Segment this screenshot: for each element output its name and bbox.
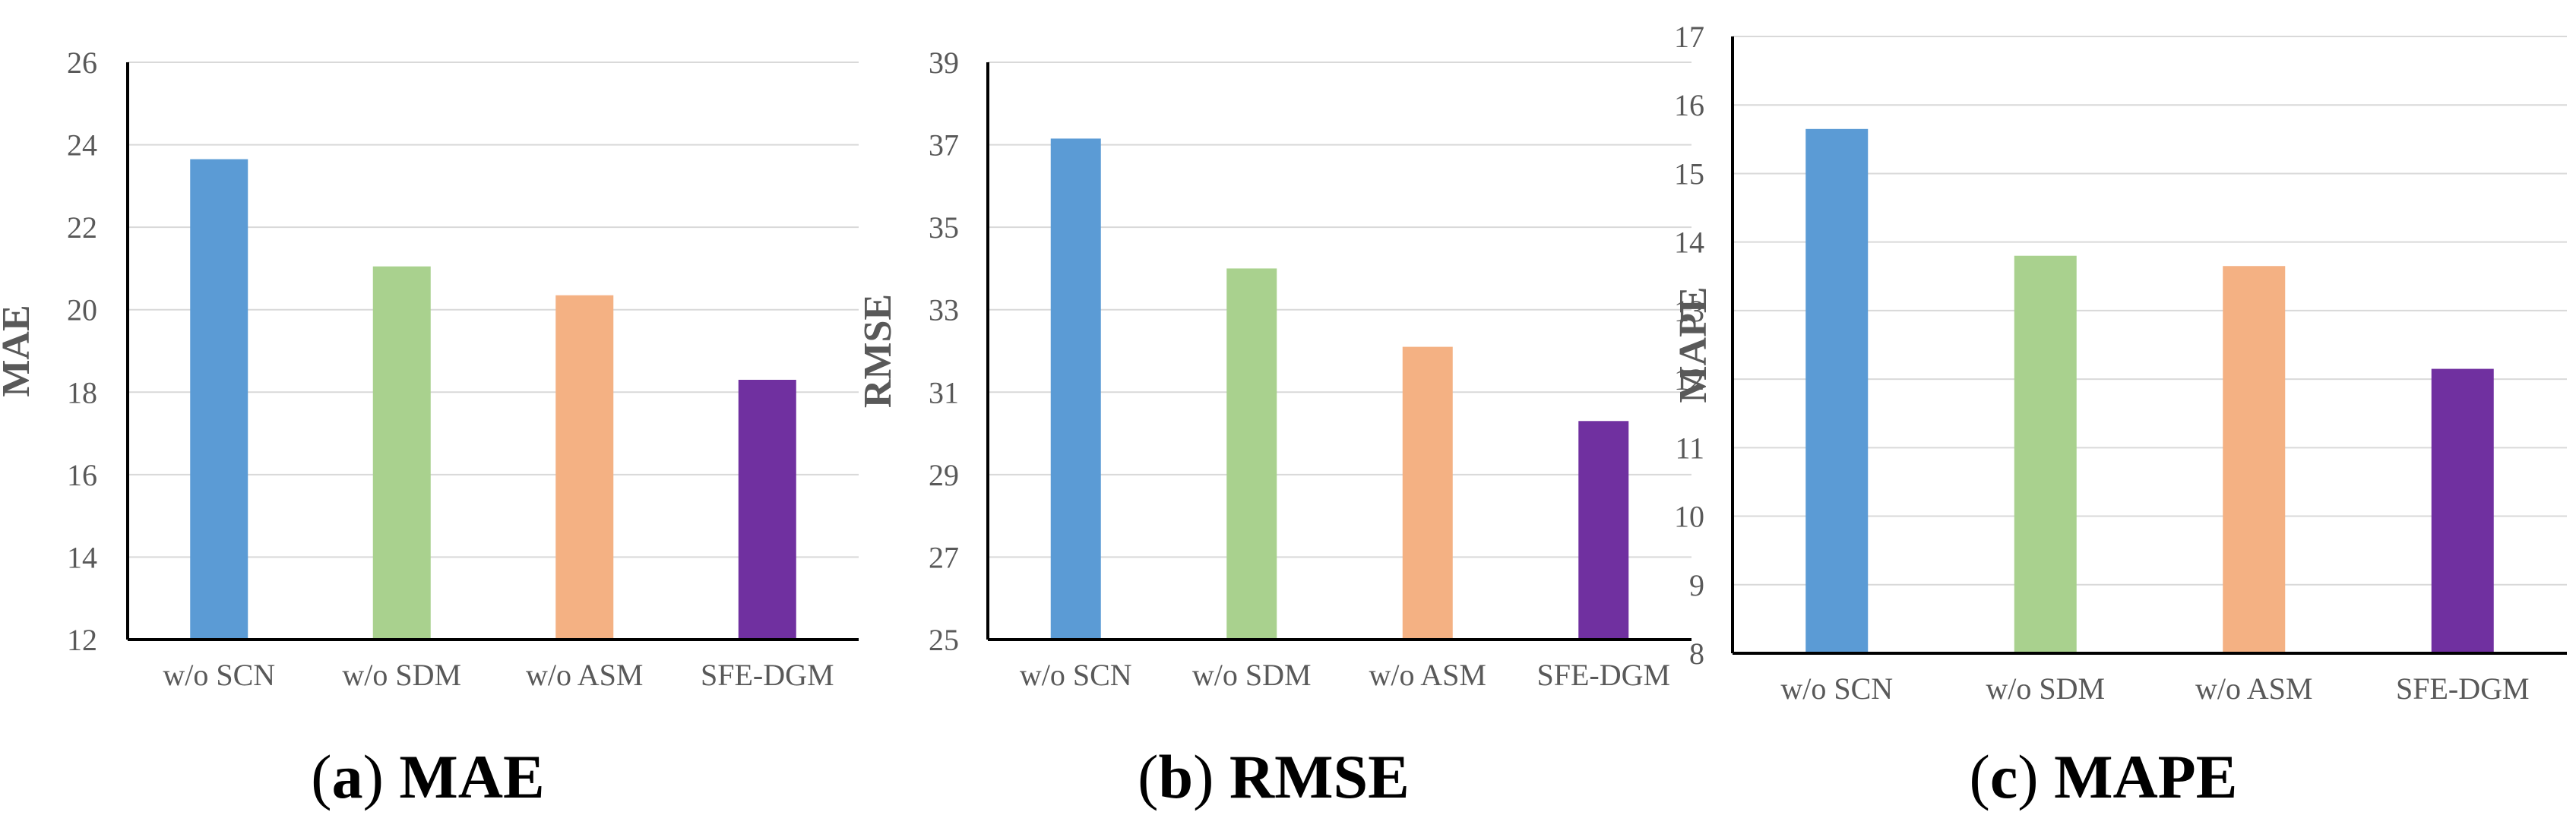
y-tick-label: 18 [67, 375, 97, 409]
caption-open-paren: ( [1138, 742, 1158, 811]
bar-w-o-asm [555, 295, 614, 640]
x-tick-label: SFE-DGM [701, 658, 834, 692]
y-tick-label: 9 [1689, 568, 1704, 602]
caption-letter: b [1158, 742, 1193, 811]
caption-open-paren: ( [1970, 742, 1990, 811]
y-tick-label: 31 [929, 375, 959, 409]
y-tick-label: 24 [67, 128, 97, 163]
x-tick-label: w/o SCN [1780, 671, 1893, 706]
y-tick-label: 35 [929, 210, 959, 245]
y-tick-label: 26 [67, 46, 97, 80]
x-tick-label: w/o ASM [1369, 658, 1487, 692]
y-tick-label: 16 [1674, 88, 1704, 122]
x-tick-label: w/o SDM [342, 658, 461, 692]
y-tick-label: 25 [929, 623, 959, 657]
bar-w-o-asm [2223, 266, 2286, 653]
caption-letter: a [332, 742, 363, 811]
x-tick-label: w/o SDM [1986, 671, 2105, 706]
chart-panel-b: 25 27 29 31 33 35 37 39 w/o SCN w/o SDM w/o ASM SFE… [856, 46, 1691, 811]
x-tick-label: w/o SDM [1192, 658, 1312, 692]
y-tick-label: 8 [1689, 637, 1704, 671]
bar-w-o-sdm [2014, 255, 2077, 653]
y-tick-label: 27 [929, 540, 959, 574]
y-tick-label: 11 [1675, 431, 1704, 465]
bar-w-o-sdm [372, 266, 431, 640]
x-tick-label: w/o SCN [163, 658, 275, 692]
y-tick-label: 12 [1674, 362, 1704, 397]
y-axis-label: RMSE [856, 294, 900, 408]
bar-sfe-dgm [1578, 421, 1629, 640]
y-tick-label: 16 [67, 458, 97, 492]
caption-title: RMSE [1229, 742, 1410, 811]
x-tick-label: SFE-DGM [2396, 671, 2530, 706]
y-tick-label: 37 [929, 128, 959, 163]
caption-close-paren: ) [2017, 742, 2054, 811]
x-tick-label: w/o ASM [2195, 671, 2313, 706]
bar-w-o-scn [1805, 128, 1869, 654]
caption-title: MAPE [2054, 742, 2237, 811]
y-tick-label: 20 [67, 293, 97, 327]
y-tick-label: 13 [1674, 294, 1704, 328]
panel-caption: (b) RMSE [1138, 742, 1410, 811]
bar-w-o-asm [1402, 346, 1453, 640]
y-axis-label: MAPE [1672, 286, 1715, 403]
panel-caption: (c) MAPE [1970, 742, 2238, 811]
caption-title: MAE [399, 742, 544, 811]
panel-caption: (a) MAE [311, 742, 544, 811]
bar-sfe-dgm [738, 380, 796, 640]
x-tick-label: w/o SCN [1020, 658, 1132, 692]
x-tick-label: SFE-DGM [1536, 658, 1670, 692]
x-tick-label: w/o ASM [526, 658, 644, 692]
caption-close-paren: ) [363, 742, 400, 811]
y-tick-label: 29 [929, 458, 959, 492]
y-tick-label: 14 [1674, 226, 1704, 260]
y-tick-label: 39 [929, 46, 959, 80]
chart-panel-a: 12 14 16 18 20 22 24 26 w/o SCN w/o SDM w/o ASM SFE… [0, 46, 859, 811]
caption-close-paren: ) [1193, 742, 1229, 811]
y-tick-label: 17 [1674, 20, 1704, 54]
y-tick-label: 10 [1674, 500, 1704, 534]
y-tick-label: 14 [67, 540, 97, 574]
chart-panel-c: 8 9 10 11 12 13 14 15 16 17 w/o SCN w/o SDM w/o ASM S… [1672, 20, 2567, 811]
bar-w-o-scn [1050, 138, 1101, 640]
y-tick-label: 22 [67, 210, 97, 245]
y-tick-label: 15 [1674, 156, 1704, 191]
y-axis-label: MAE [0, 305, 38, 397]
caption-letter: c [1990, 742, 2017, 811]
bar-w-o-scn [190, 159, 248, 640]
caption-open-paren: ( [311, 742, 331, 811]
bar-w-o-sdm [1226, 268, 1277, 640]
y-tick-label: 12 [67, 623, 97, 657]
bar-sfe-dgm [2431, 368, 2494, 653]
y-tick-label: 33 [929, 293, 959, 327]
